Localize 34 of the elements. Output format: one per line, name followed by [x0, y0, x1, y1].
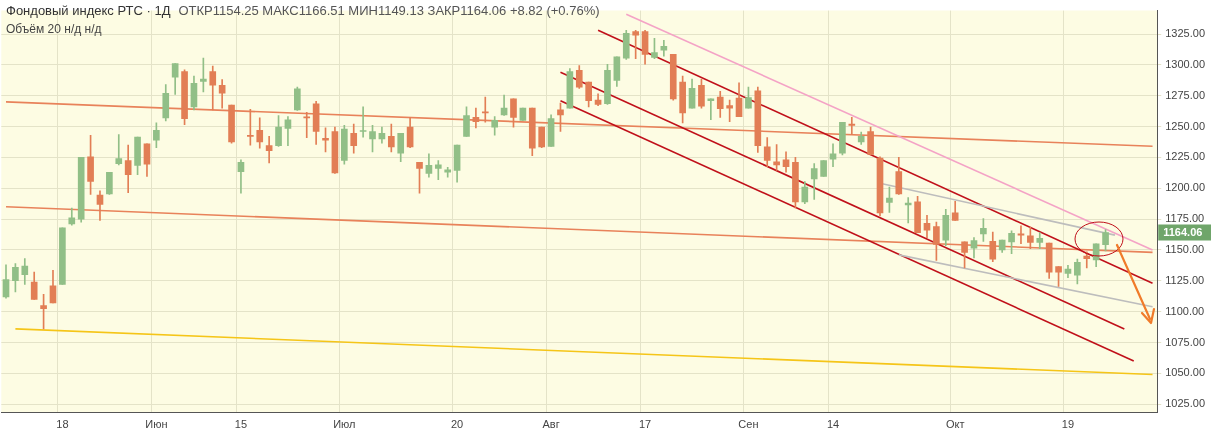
y-tick-label: 1200.00 [1165, 181, 1205, 194]
y-tick-label: 1300.00 [1165, 57, 1205, 70]
y-tick-label: 1175.00 [1165, 212, 1205, 225]
x-tick-label: Июл [333, 418, 356, 431]
annotation: Объём 20 н/д н/д [6, 22, 102, 36]
text: 1164.06 [1163, 225, 1203, 238]
x-tick-label: 17 [638, 418, 652, 431]
chart-title: Фондовый индекс РТС · 1Д [6, 3, 171, 18]
y-tick-label: 1225.00 [1165, 150, 1205, 163]
y-tick-label: 1050.00 [1165, 366, 1205, 379]
chart-subtitle: ОТКР1154.25 МАКС1166.51 МИН1149.13 ЗАКР1164.06 +8.82 (+0.76%) [178, 3, 600, 18]
y-tick-label: 1125.00 [1165, 273, 1205, 286]
y-tick-label: 1275.00 [1165, 88, 1205, 101]
candlestick [359, 106, 367, 138]
x-tick-label: 14 [826, 418, 840, 431]
y-tick-label: 1325.00 [1165, 27, 1205, 40]
candlestick [707, 98, 715, 121]
x-tick-label: 19 [1061, 418, 1075, 431]
x-tick-label: 15 [234, 418, 248, 431]
x-tick-label: Сен [738, 418, 759, 431]
candlestick [115, 134, 123, 166]
candlestick [434, 160, 442, 180]
candlestick [265, 136, 273, 164]
y-tick-label: 1075.00 [1165, 335, 1205, 348]
x-tick-label: Окт [945, 418, 965, 431]
x-tick-label: Авг [542, 418, 560, 431]
x-tick-label: 20 [450, 418, 464, 431]
candlestick [848, 116, 856, 135]
x-tick-label: 18 [56, 418, 69, 431]
y-tick-label: 1025.00 [1165, 397, 1205, 410]
x-tick-label: Июн [145, 418, 168, 431]
y-tick-label: 1250.00 [1165, 119, 1205, 132]
y-tick-label: 1100.00 [1165, 304, 1205, 317]
y-tick-label: 1150.00 [1165, 242, 1205, 255]
